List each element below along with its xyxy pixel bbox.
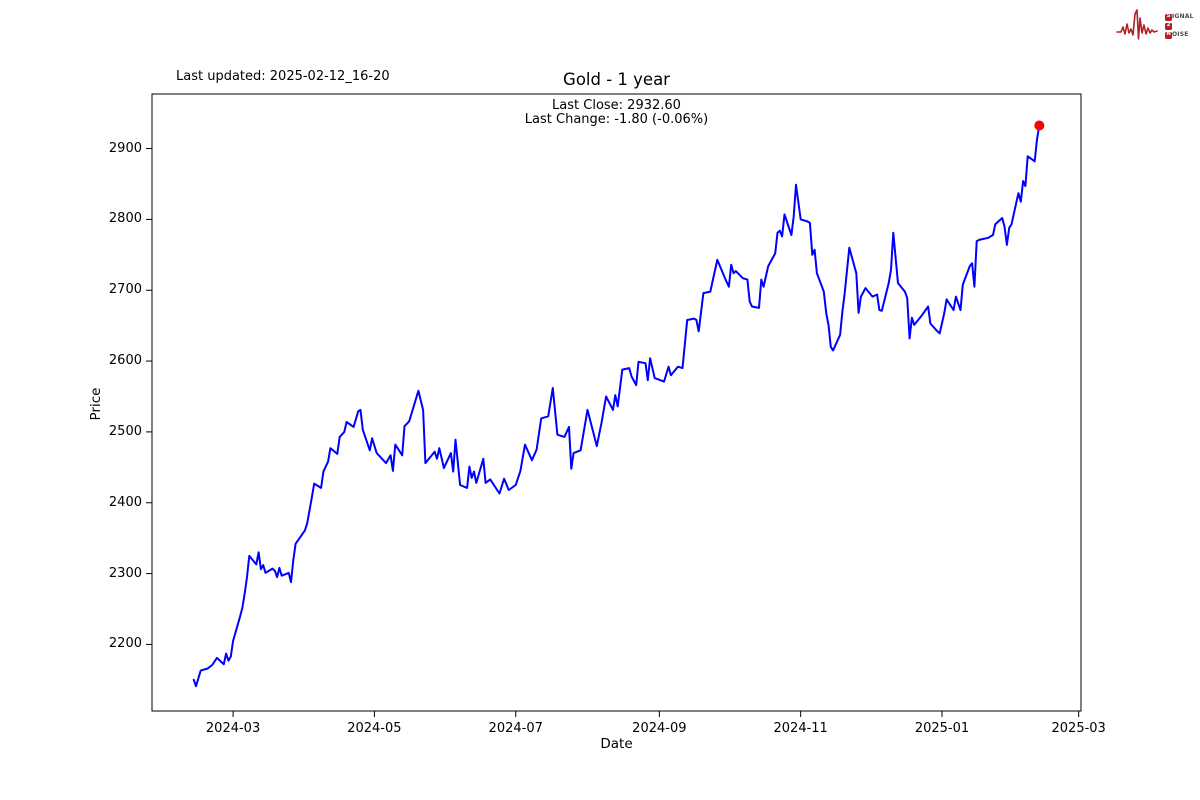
y-tick-label: 2300 (108, 565, 142, 581)
logo-row-signal: S IGNAL (1165, 13, 1194, 21)
x-tick-label: 2025-01 (914, 721, 970, 736)
last-updated-text: Last updated: 2025-02-12_16-20 (176, 69, 390, 84)
x-tick-label: 2024-05 (347, 721, 402, 736)
logo-row-noise: N OISE (1165, 31, 1189, 39)
y-tick-label: 2400 (108, 494, 142, 510)
logo-letter-n: N (1165, 31, 1172, 39)
x-tick-label: 2024-07 (488, 721, 543, 736)
price-line (192, 124, 1041, 688)
y-tick-label: 2500 (108, 423, 142, 439)
signal2noise-logo: S IGNAL 2 N OISE (1116, 5, 1194, 47)
plot-border (151, 93, 1082, 712)
y-tick-label: 2700 (108, 282, 142, 298)
y-tick-label: 2900 (108, 140, 142, 156)
last-change-subtitle: Last Change: -1.80 (-0.06%) (524, 112, 709, 127)
logo-letter-s: S (1165, 13, 1172, 21)
y-tick-label: 2800 (108, 211, 142, 227)
x-tick-label: 2025-03 (1051, 721, 1106, 736)
last-point-marker (1034, 120, 1045, 131)
x-axis-label: Date (600, 736, 633, 752)
y-tick-label: 2200 (108, 636, 142, 652)
last-close-subtitle: Last Close: 2932.60 (552, 98, 681, 113)
x-tick-label: 2024-11 (773, 721, 828, 736)
x-tick-label: 2024-03 (205, 721, 261, 736)
x-tick-label: 2024-09 (632, 721, 687, 736)
chart-title: Gold - 1 year (563, 70, 670, 89)
y-tick-label: 2600 (108, 353, 142, 369)
heartbeat-waveform-icon (1116, 9, 1158, 40)
logo-letter-2: 2 (1165, 22, 1172, 30)
logo-text: S IGNAL 2 N OISE (1165, 13, 1194, 39)
logo-row-2: 2 (1165, 22, 1194, 30)
